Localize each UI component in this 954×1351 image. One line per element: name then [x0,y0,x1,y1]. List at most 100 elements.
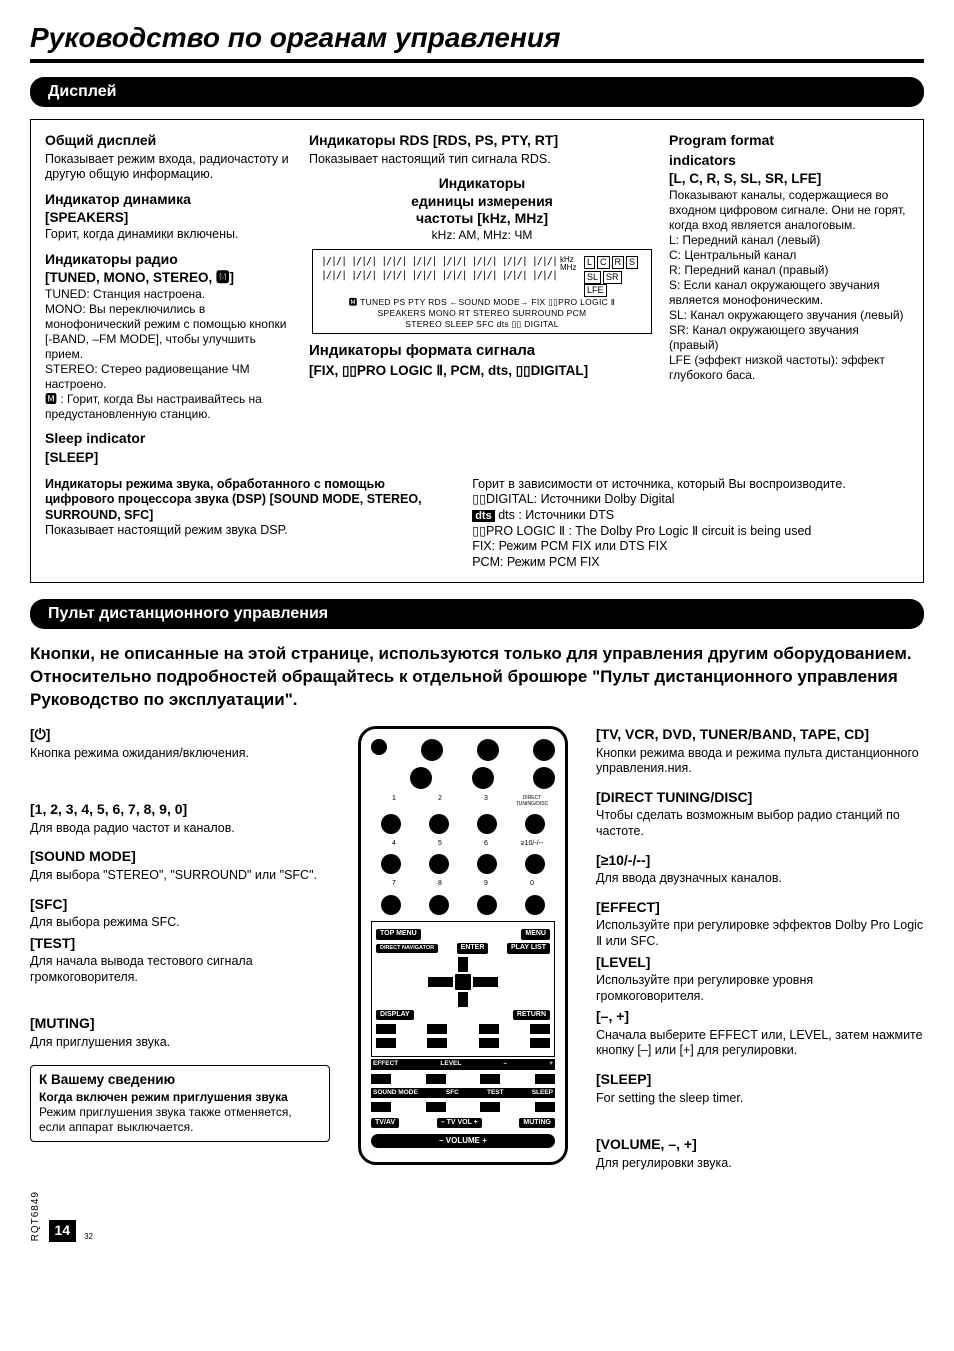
remote-num-button[interactable] [381,814,401,834]
row-button[interactable] [480,1074,500,1084]
sfc-text: Для выбора режима SFC. [30,915,330,931]
power-heading: [⏻] [30,726,330,744]
radio-stereo: STEREO: Стерео радиовещание ЧМ настроено… [45,362,295,392]
transport-button[interactable] [479,1024,499,1034]
playlist-label[interactable]: PLAY LIST [507,943,550,954]
row-button[interactable] [426,1102,446,1112]
display-col-left: Общий дисплей Показывает режим входа, ра… [45,132,295,467]
soundmode-btn[interactable]: SOUND MODE [373,1089,418,1097]
remote-dpad[interactable] [428,957,498,1007]
effect-btn[interactable]: EFFECT [373,1060,398,1068]
remote-num-button[interactable] [381,854,401,874]
ge10-heading: [≥10/-/--] [596,852,924,870]
note-heading: К Вашему сведению [39,1072,321,1089]
remote-mode-button[interactable] [477,739,499,761]
panel-line-2a: SPEAKERS MONO RT STEREO SURROUND PCM [321,308,643,319]
direct-heading: [DIRECT TUNING/DISC] [596,789,924,807]
transport-button[interactable] [427,1038,447,1048]
tvav-btn[interactable]: TV/AV [371,1118,399,1129]
remote-num-button[interactable] [525,814,545,834]
display-col-right: Program format indicators [L, C, R, S, S… [669,132,909,467]
level-btn[interactable]: LEVEL [440,1060,461,1068]
remote-nav-box: TOP MENU MENU DIRECT NAVIGATOR ENTER PLA… [371,921,555,1057]
transport-button[interactable] [427,1024,447,1034]
remote-num-button[interactable] [429,854,449,874]
level-heading: [LEVEL] [596,954,924,972]
plus-btn[interactable]: + [549,1060,553,1068]
sfc-btn[interactable]: SFC [446,1089,459,1097]
row-button[interactable] [371,1074,391,1084]
muting-btn[interactable]: MUTING [519,1118,555,1129]
seg-digit: |/|/| [472,256,497,269]
remote-num-button[interactable] [381,895,401,915]
signal-dts: dts dts : Источники DTS [472,508,909,524]
remote-num-button[interactable] [477,895,497,915]
remote-num-button[interactable] [525,854,545,874]
menu-label[interactable]: MENU [521,929,550,940]
panel-mhz: MHz [560,264,583,273]
transport-button[interactable] [376,1024,396,1034]
row-button[interactable] [535,1074,555,1084]
common-display-text: Показывает режим входа, радиочастоту и д… [45,152,295,183]
remote-num-button[interactable] [477,854,497,874]
speakers-sub: [SPEAKERS] [45,210,295,227]
radio-mono: MONO: Вы переключились в монофонический … [45,302,295,362]
pf-s: S: Если канал окружающего звучания являе… [669,278,909,308]
num-label: 4 [371,840,417,849]
seg-digit: |/|/| [351,256,376,269]
seg-digit: |/|/| [321,256,346,269]
transport-button[interactable] [530,1024,550,1034]
remote-power-button[interactable] [371,739,387,755]
topmenu-label[interactable]: TOP MENU [376,929,421,940]
num-label: 9 [463,880,509,889]
signal-dd: ▯▯DIGITAL: Источники Dolby Digital [472,492,909,508]
remote-mode-button[interactable] [410,767,432,789]
row-button[interactable] [480,1102,500,1112]
tvvol-btn[interactable]: – TV VOL + [437,1118,482,1129]
test-btn[interactable]: TEST [487,1089,504,1097]
seg-digit: |/|/| [351,270,376,283]
enter-label[interactable]: ENTER [457,943,489,954]
remote-num-button[interactable] [429,814,449,834]
sleep-sub: [SLEEP] [45,450,295,467]
speakers-heading: Индикатор динамика [45,191,295,209]
row-button[interactable] [426,1074,446,1084]
sleep-btn[interactable]: SLEEP [532,1089,553,1097]
transport-button[interactable] [530,1038,550,1048]
remote-num-button[interactable] [525,895,545,915]
return-label[interactable]: RETURN [513,1010,550,1021]
seg-digit: |/|/| [321,270,346,283]
row-button[interactable] [371,1102,391,1112]
num-label: 2 [417,795,463,808]
row-button[interactable] [535,1102,555,1112]
nums-heading: [1, 2, 3, 4, 5, 6, 7, 8, 9, 0] [30,801,330,819]
remote-mode-button[interactable] [472,767,494,789]
directnav-label[interactable]: DIRECT NAVIGATOR [376,944,438,953]
minus-btn[interactable]: – [503,1060,507,1068]
display-box: Общий дисплей Показывает режим входа, ра… [30,119,924,583]
transport-button[interactable] [376,1038,396,1048]
transport-button[interactable] [479,1038,499,1048]
volume-bar[interactable]: – VOLUME + [371,1134,555,1148]
ch-s: S [626,256,638,269]
radio-tuned: TUNED: Станция настроена. [45,287,295,302]
remote-mode-button[interactable] [533,739,555,761]
sfc-heading: [SFC] [30,896,330,914]
signal-sub: [FIX, ▯▯PRO LOGIC Ⅱ, PCM, dts, ▯▯DIGITAL… [309,363,655,380]
effect-heading: [EFFECT] [596,899,924,917]
remote-mode-button[interactable] [533,767,555,789]
remote-num-button[interactable] [429,895,449,915]
signal-heading: Индикаторы формата сигнала [309,342,655,361]
volume-heading: [VOLUME, –, +] [596,1136,924,1154]
display-label[interactable]: DISPLAY [376,1010,414,1021]
seg-digit: |/|/| [411,256,436,269]
num-label: 8 [417,880,463,889]
pf-lfe: LFE (эффект низкой частоты): эффект глуб… [669,353,909,383]
remote-intro-text: Кнопки, не описанные на этой странице, и… [30,643,924,712]
test-heading: [TEST] [30,935,330,953]
pf-l: L: Передний канал (левый) [669,233,909,248]
remote-mode-button[interactable] [421,739,443,761]
remote-num-button[interactable] [477,814,497,834]
ch-l: L [584,256,595,269]
note-bold: Когда включен режим приглушения звука [39,1090,321,1105]
